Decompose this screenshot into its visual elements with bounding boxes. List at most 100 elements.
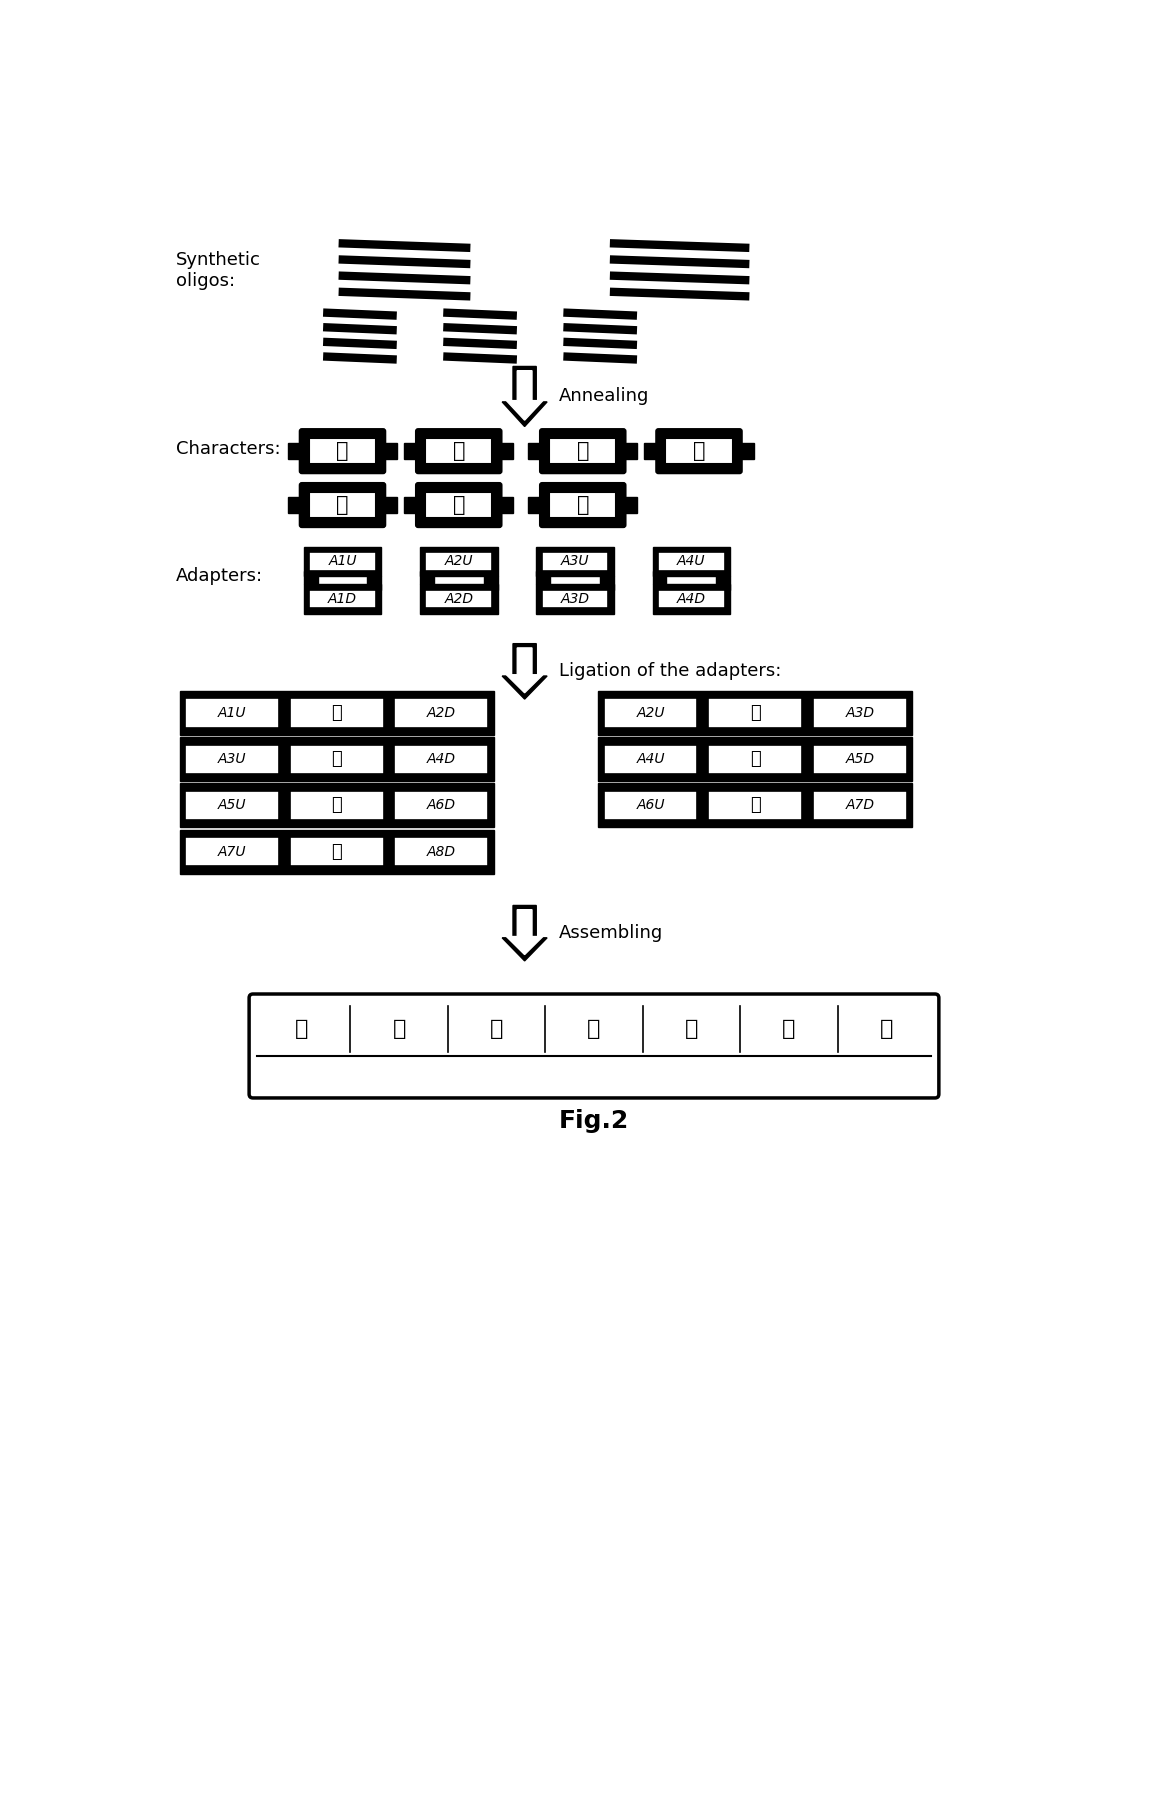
Text: A1U: A1U <box>328 554 357 568</box>
Bar <box>708 791 802 819</box>
Bar <box>537 546 614 575</box>
FancyBboxPatch shape <box>655 429 743 474</box>
Text: A3D: A3D <box>845 706 874 720</box>
Bar <box>185 698 279 727</box>
Text: A2U: A2U <box>636 706 665 720</box>
Bar <box>304 546 381 575</box>
Text: A6U: A6U <box>636 798 665 812</box>
Text: A3D: A3D <box>561 592 590 606</box>
Text: A7D: A7D <box>845 798 874 812</box>
Bar <box>290 838 384 867</box>
Text: A4D: A4D <box>677 592 706 606</box>
Bar <box>404 497 418 512</box>
Bar <box>541 590 608 608</box>
Text: A5D: A5D <box>845 753 874 767</box>
Bar <box>384 443 398 459</box>
Text: 写: 写 <box>588 1018 600 1038</box>
Bar <box>600 575 614 590</box>
Bar <box>404 443 418 459</box>
Text: 因: 因 <box>782 1018 795 1038</box>
Bar <box>604 791 698 819</box>
Text: A4D: A4D <box>427 753 455 767</box>
Bar <box>308 492 377 517</box>
Text: 梦: 梦 <box>331 843 342 861</box>
Text: Adapters:: Adapters: <box>176 566 263 584</box>
Text: 因: 因 <box>452 496 465 516</box>
Bar <box>500 497 513 512</box>
Text: 基: 基 <box>685 1018 698 1038</box>
Bar <box>658 552 724 570</box>
Polygon shape <box>506 371 542 420</box>
Bar <box>653 570 666 584</box>
Text: A1D: A1D <box>328 592 357 606</box>
Bar <box>420 570 433 584</box>
Text: Synthetic
oligos:: Synthetic oligos: <box>176 251 261 289</box>
Bar <box>185 838 279 867</box>
Text: Annealing: Annealing <box>559 387 649 405</box>
Bar <box>180 830 494 874</box>
Text: A3U: A3U <box>561 554 589 568</box>
Bar <box>541 552 608 570</box>
Bar <box>420 584 497 613</box>
Bar <box>483 575 497 590</box>
Bar <box>500 443 513 459</box>
Bar <box>658 590 724 608</box>
Bar <box>425 552 493 570</box>
Text: Ligation of the adapters:: Ligation of the adapters: <box>559 662 781 680</box>
FancyBboxPatch shape <box>249 993 939 1098</box>
Bar <box>708 698 802 727</box>
Bar <box>812 745 906 774</box>
Bar <box>425 438 493 465</box>
Bar <box>309 552 376 570</box>
Bar <box>739 443 753 459</box>
Bar <box>598 783 912 827</box>
Text: A4U: A4U <box>636 753 665 767</box>
Text: 与: 与 <box>693 441 705 461</box>
Polygon shape <box>502 644 547 698</box>
Bar <box>290 791 384 819</box>
Bar <box>537 584 614 613</box>
Text: A7U: A7U <box>218 845 247 859</box>
Text: Characters:: Characters: <box>176 440 280 458</box>
Bar <box>549 492 617 517</box>
Bar <box>384 497 398 512</box>
Bar <box>304 570 318 584</box>
Bar <box>394 791 488 819</box>
Bar <box>604 698 698 727</box>
Bar <box>420 546 497 575</box>
Bar <box>665 438 732 465</box>
Bar <box>394 698 488 727</box>
Text: A2U: A2U <box>445 554 473 568</box>
Bar <box>308 438 377 465</box>
Text: A3U: A3U <box>218 753 247 767</box>
Text: 华: 华 <box>296 1018 308 1038</box>
Bar <box>549 438 617 465</box>
Bar <box>529 443 542 459</box>
Text: 章: 章 <box>393 1018 406 1038</box>
Bar <box>180 691 494 734</box>
Bar <box>185 745 279 774</box>
Bar <box>537 570 551 584</box>
Bar <box>287 443 301 459</box>
Bar <box>529 497 542 512</box>
Bar <box>394 838 488 867</box>
Bar <box>604 745 698 774</box>
Text: 谱: 谱 <box>490 1018 503 1038</box>
Bar <box>624 443 637 459</box>
Polygon shape <box>502 367 547 427</box>
Bar <box>812 791 906 819</box>
Text: A2D: A2D <box>427 706 455 720</box>
Bar <box>425 492 493 517</box>
Bar <box>598 691 912 734</box>
Polygon shape <box>506 648 542 693</box>
Polygon shape <box>502 906 547 961</box>
Text: 华: 华 <box>336 441 349 461</box>
Bar <box>309 590 376 608</box>
Text: 章: 章 <box>750 704 760 722</box>
FancyBboxPatch shape <box>299 429 386 474</box>
Bar <box>394 745 488 774</box>
Polygon shape <box>506 910 542 955</box>
Bar <box>716 575 730 590</box>
Text: 基: 基 <box>331 796 342 814</box>
Text: 华: 华 <box>331 704 342 722</box>
